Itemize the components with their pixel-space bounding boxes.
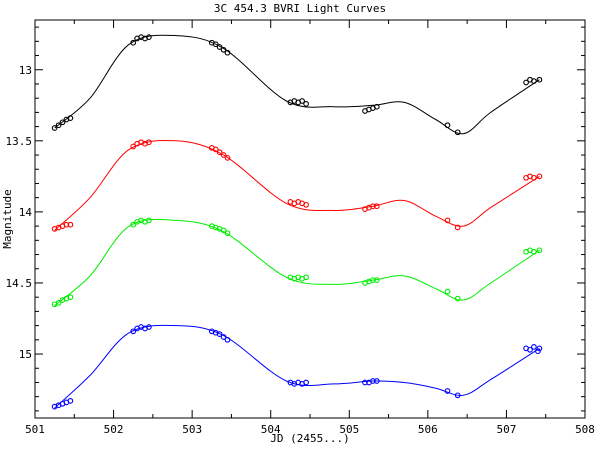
series-0-point [373, 103, 380, 110]
series-1-point [224, 155, 231, 161]
series-0-point [531, 78, 537, 84]
series-0-point [212, 41, 219, 48]
series-2-point [55, 300, 62, 306]
y-tick-label: 15 [19, 348, 32, 361]
series-0-curve [54, 34, 540, 135]
y-axis: 13 13.5 14 14.5 15 [6, 26, 585, 412]
y-tick-label: 14 [19, 206, 33, 219]
series-2-point [224, 230, 231, 237]
chart-title: 3C 454.3 BVRI Light Curves [214, 2, 386, 15]
series-0-point [216, 44, 223, 50]
series-3-point [370, 378, 376, 384]
series-1-point [67, 221, 74, 228]
series-0-point [224, 49, 231, 56]
series-2-point [370, 277, 376, 283]
series-0-point [51, 125, 58, 131]
fitted-curves [54, 34, 540, 409]
series-1-point [216, 149, 223, 156]
series-2-point [220, 227, 227, 234]
series-3-point [373, 378, 380, 384]
series-3-point [362, 379, 368, 386]
series-0-point [444, 122, 451, 129]
series-3-point [220, 334, 227, 340]
series-1-point [212, 146, 219, 153]
series-0-point [130, 39, 137, 46]
series-1-point [146, 139, 152, 146]
x-tick-label: 501 [25, 423, 45, 436]
series-0-point [220, 46, 227, 53]
x-tick-label: 508 [575, 423, 595, 436]
series-3-point [527, 346, 533, 353]
series-3-point [536, 345, 543, 352]
series-1-point [370, 203, 376, 210]
series-3-point [67, 398, 74, 404]
series-1-curve [54, 139, 540, 231]
series-3-point [535, 348, 541, 355]
data-points [51, 34, 543, 410]
series-1-point [536, 173, 543, 180]
x-axis: 501 502 503 504 505 506 507 508 [25, 20, 595, 436]
series-2-point [373, 277, 380, 283]
series-0-point [55, 122, 62, 129]
series-0-point [299, 98, 305, 104]
y-tick-label: 13.5 [6, 135, 33, 148]
x-tick-label: 502 [104, 423, 124, 436]
series-1-point [220, 152, 227, 158]
series-3-point [454, 392, 461, 399]
x-tick-label: 507 [496, 423, 516, 436]
series-2-point [444, 288, 451, 295]
series-2-point [67, 294, 74, 301]
series-2-point [531, 248, 537, 255]
y-tick-label: 13 [19, 64, 32, 77]
series-2-point [536, 247, 543, 254]
series-0-point [146, 34, 152, 40]
series-0-point [303, 101, 309, 107]
series-3-point [531, 344, 537, 350]
series-0-point [67, 115, 74, 121]
series-2-point [130, 221, 137, 228]
y-axis-label: Magnitude [1, 189, 14, 249]
x-tick-label: 506 [418, 423, 438, 436]
series-1-point [444, 217, 451, 224]
series-0-point [536, 76, 543, 83]
series-0-point [59, 119, 66, 126]
series-3-point [224, 336, 231, 343]
series-1-point [454, 224, 461, 231]
y-tick-label: 14.5 [6, 277, 33, 290]
x-tick-label: 505 [339, 423, 359, 436]
series-3-point [303, 379, 309, 386]
series-2-point [146, 217, 152, 224]
series-0-point [523, 79, 529, 86]
series-3-point [444, 388, 451, 394]
series-3-point [130, 328, 137, 335]
series-3-point [146, 324, 152, 330]
series-0-point [454, 129, 461, 136]
x-tick-label: 503 [182, 423, 202, 436]
plot-frame [34, 19, 586, 419]
series-1-point [63, 221, 70, 228]
series-2-curve [54, 218, 540, 307]
series-1-point [531, 174, 537, 181]
series-2-point [303, 274, 309, 281]
series-1-point [373, 203, 380, 210]
series-1-point [130, 143, 137, 150]
x-axis-label: JD (2455...) [270, 432, 349, 445]
series-2-point [454, 295, 461, 302]
x-tick-label: 504 [261, 423, 281, 436]
series-1-point [303, 201, 309, 208]
series-3-point [216, 331, 223, 337]
series-3-curve [54, 324, 540, 409]
